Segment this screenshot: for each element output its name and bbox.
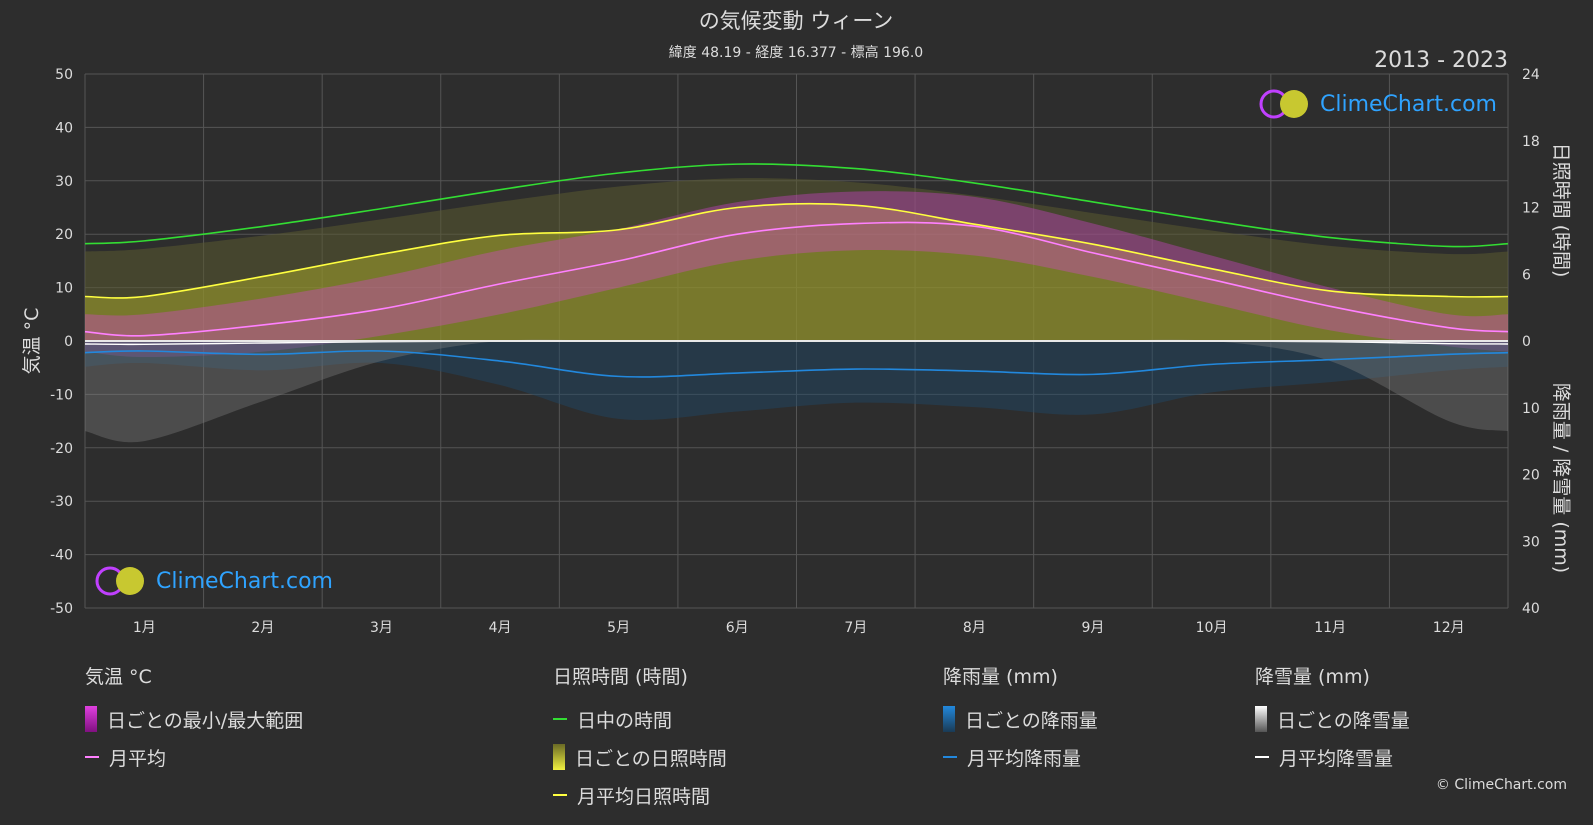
daily-rain-band	[85, 341, 1508, 421]
y-right-top-tick: 24	[1522, 67, 1540, 83]
legend-label: 日ごとの降雪量	[1277, 709, 1410, 732]
legend-item: 月平均日照時間	[553, 776, 727, 814]
y-right-bottom-label: 降雨量 / 降雪量 (mm)	[1550, 383, 1572, 573]
rain-avg-line	[84, 350, 1509, 378]
period-label: 2013 - 2023	[1374, 48, 1508, 73]
y-left-tick: 30	[55, 174, 73, 190]
data-bands	[85, 178, 1508, 443]
temp-avg-line	[84, 221, 1509, 337]
brand-name: ClimeChart.com	[156, 568, 333, 594]
y-left-tick: -40	[50, 548, 73, 564]
legend-item: 月平均降雨量	[943, 738, 1098, 776]
sunshine-fill	[85, 203, 1508, 341]
y-left-tick: 40	[55, 120, 73, 136]
legend-item: 日ごとの最小/最大範囲	[85, 700, 303, 738]
x-tick-month: 6月	[726, 620, 749, 636]
daily-snow-band	[85, 339, 1508, 443]
y-left-tick: -50	[50, 601, 73, 617]
x-tick-month: 11月	[1314, 620, 1346, 636]
y-right-bottom-tick: 10	[1522, 401, 1540, 417]
legend-item: 日中の時間	[553, 700, 727, 738]
legend-header: 気温 °C	[85, 666, 152, 688]
daylight-line	[84, 163, 1509, 248]
legend-item: 月平均降雪量	[1255, 738, 1410, 776]
legend-label: 月平均日照時間	[577, 785, 711, 808]
brand-name: ClimeChart.com	[1320, 91, 1497, 117]
y-right-top-tick: 0	[1522, 334, 1531, 350]
climechart-logo-icon	[1259, 89, 1308, 119]
y-right-top-tick: 12	[1522, 201, 1540, 217]
y-left-tick: -10	[50, 387, 73, 403]
temp-range-band	[85, 191, 1508, 358]
legend-label: 月平均	[109, 747, 167, 770]
x-tick-month: 10月	[1196, 620, 1228, 636]
x-tick-month: 4月	[489, 620, 512, 636]
y-left-label: 気温 °C	[21, 308, 43, 375]
y-left-tick: 0	[64, 334, 73, 350]
rain-avg-swatch	[943, 756, 957, 758]
legend-item: 日ごとの降雪量	[1255, 700, 1410, 738]
snow-avg-swatch	[1255, 756, 1269, 758]
legend-label: 月平均降雪量	[1279, 747, 1394, 770]
x-tick-month: 2月	[251, 620, 274, 636]
y-right-bottom-tick: 40	[1522, 601, 1540, 617]
rain-swatch	[943, 706, 955, 732]
y-left-tick: -30	[50, 494, 73, 510]
legend-snow: 降雪量 (mm) 日ごとの降雪量 月平均降雪量	[1255, 662, 1410, 776]
y-left-tick: 10	[55, 281, 73, 297]
y-left-tick: 50	[55, 67, 73, 83]
legend-header: 降雪量 (mm)	[1255, 666, 1370, 688]
y-left-tick: 20	[55, 227, 73, 243]
sunshine-avg-line	[84, 202, 1509, 299]
legend-item: 月平均	[85, 738, 303, 776]
legend-sunshine: 日照時間 (時間) 日中の時間 日ごとの日照時間 月平均日照時間	[553, 662, 727, 814]
x-tick-month: 9月	[1081, 620, 1104, 636]
x-tick-month: 5月	[607, 620, 630, 636]
daylight-swatch	[553, 718, 567, 720]
legend-label: 日中の時間	[577, 709, 673, 732]
x-tick-month: 7月	[844, 620, 867, 636]
y-left-tick: -20	[50, 441, 73, 457]
axes: 50 40 30 20 10 0 -10 -20 -30 -40 -50 24 18 12 6 0 10 20 30…	[50, 67, 1540, 636]
legend-label: 月平均降雨量	[967, 747, 1082, 770]
x-tick-month: 1月	[133, 620, 156, 636]
legend-header: 日照時間 (時間)	[553, 666, 688, 688]
y-right-top-label: 日照時間 (時間)	[1550, 143, 1572, 278]
legend-label: 日ごとの最小/最大範囲	[107, 709, 304, 732]
climechart-logo-icon	[95, 566, 144, 596]
legend-item: 日ごとの降雨量	[943, 700, 1098, 738]
y-right-bottom-tick: 20	[1522, 468, 1540, 484]
legend-label: 日ごとの日照時間	[575, 747, 727, 770]
temp-range-swatch	[85, 706, 97, 732]
daily-sunshine-band	[85, 178, 1508, 341]
sunshine-avg-swatch	[553, 794, 567, 796]
chart-subtitle: 緯度 48.19 - 経度 16.377 - 標高 196.0	[669, 44, 923, 61]
temp-avg-swatch	[85, 756, 99, 758]
y-right-top-tick: 18	[1522, 134, 1540, 150]
x-tick-month: 3月	[370, 620, 393, 636]
chart-title: の気候変動 ウィーン	[699, 9, 894, 33]
legend-temperature: 気温 °C 日ごとの最小/最大範囲 月平均	[85, 662, 303, 776]
legend-rain: 降雨量 (mm) 日ごとの降雨量 月平均降雨量	[943, 662, 1098, 776]
snow-swatch	[1255, 706, 1267, 732]
climate-chart: の気候変動 ウィーン 緯度 48.19 - 経度 16.377 - 標高 196…	[21, 9, 1572, 636]
sunshine-swatch	[553, 744, 565, 770]
legend-header: 降雨量 (mm)	[943, 666, 1058, 688]
legend-item: 日ごとの日照時間	[553, 738, 727, 776]
brand-logo-top[interactable]: ClimeChart.com	[1258, 88, 1497, 120]
brand-logo-bottom[interactable]: ClimeChart.com	[94, 565, 333, 597]
x-tick-month: 12月	[1433, 620, 1465, 636]
legend-label: 日ごとの降雨量	[965, 709, 1098, 732]
y-right-bottom-tick: 30	[1522, 534, 1540, 550]
y-right-top-tick: 6	[1522, 267, 1531, 283]
copyright: © ClimeChart.com	[1435, 777, 1567, 793]
x-tick-month: 8月	[963, 620, 986, 636]
